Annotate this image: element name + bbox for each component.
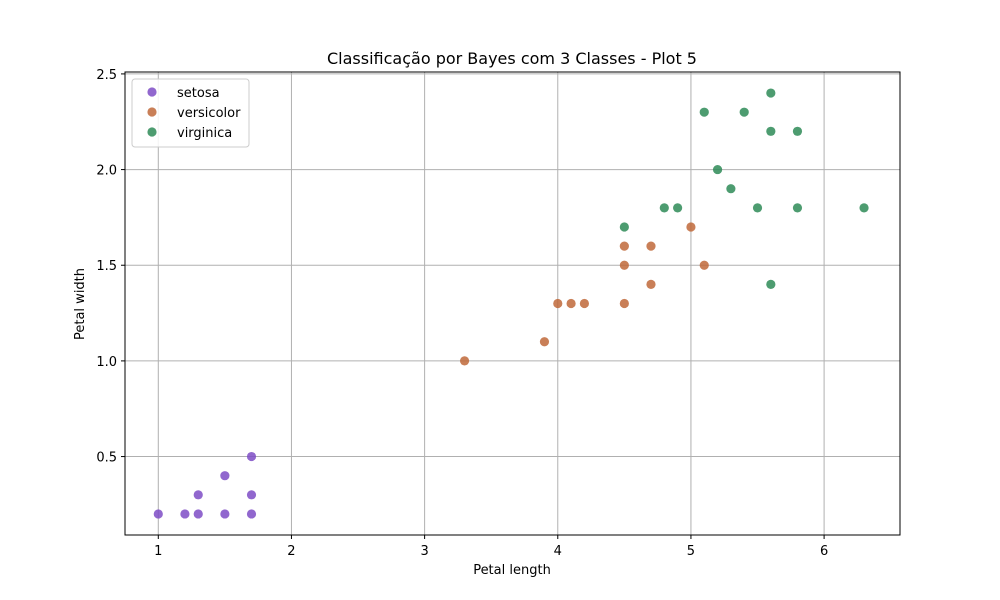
versicolor-point [566,298,576,309]
virginica-point [673,203,683,213]
y-axis-ticks: 0.5 1.0 1.5 2.0 2.5 [96,68,125,466]
virginica-point [619,222,629,232]
versicolor-point [579,298,590,309]
x-tick-label: 5 [687,544,695,559]
setosa-point [246,451,257,462]
versicolor-point [539,337,550,347]
virginica-point [766,126,776,136]
x-tick-label: 3 [420,544,428,559]
setosa-point [246,490,257,500]
virginica-point [859,203,869,213]
virginica-point [726,184,736,194]
x-tick-label: 1 [154,544,162,559]
versicolor-point [646,279,656,289]
x-tick-label: 4 [554,544,562,559]
legend-marker-virginica [147,127,157,137]
versicolor-point [553,298,563,309]
y-tick-label: 1.0 [96,355,117,370]
setosa-point [246,509,257,519]
versicolor-point [686,222,696,232]
versicolor-point [619,298,629,309]
setosa-point [153,509,163,519]
setosa-point [193,509,203,519]
legend: setosa versicolor virginica [131,78,250,148]
y-tick-label: 1.5 [96,259,117,274]
legend-label-setosa: setosa [177,86,220,101]
setosa-point [180,509,190,519]
virginica-point [792,126,803,136]
virginica-point [766,279,776,289]
legend-marker-setosa [147,87,157,97]
data-points [153,88,869,519]
x-tick-label: 6 [820,544,828,559]
versicolor-point [619,260,629,270]
virginica-point [752,203,763,213]
setosa-point [220,471,230,481]
plot-frame [124,71,901,536]
y-tick-label: 2.5 [96,68,117,83]
versicolor-point [699,260,709,270]
virginica-point [699,107,709,117]
virginica-point [712,164,723,175]
y-tick-label: 2.0 [96,164,117,179]
versicolor-point [646,241,656,251]
virginica-point [766,88,776,98]
x-axis-label: Petal length [473,563,551,578]
legend-marker-versicolor [147,107,157,117]
legend-label-versicolor: versicolor [177,106,241,121]
grid-lines [125,72,900,535]
y-axis-label: Petal width [73,268,88,340]
setosa-point [220,509,230,519]
x-tick-label: 2 [287,544,295,559]
x-axis-ticks: 1 2 3 4 5 6 [154,535,828,559]
versicolor-point [619,241,629,251]
legend-box [131,78,250,148]
y-tick-label: 0.5 [96,451,117,466]
setosa-point [193,490,203,500]
versicolor-point [459,356,470,366]
legend-label-virginica: virginica [177,126,232,141]
virginica-point [659,203,669,213]
virginica-point [792,203,803,213]
chart-title: Classificação por Bayes com 3 Classes - … [327,49,697,68]
virginica-point [739,107,749,117]
